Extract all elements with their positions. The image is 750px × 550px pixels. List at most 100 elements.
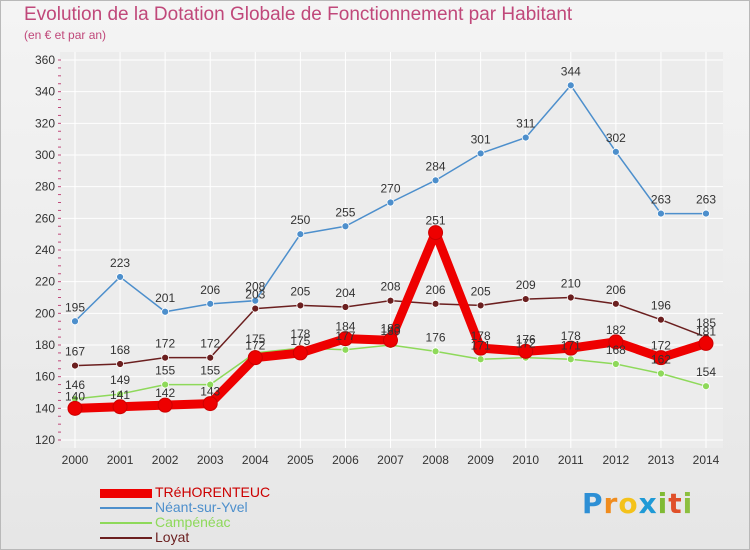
data-label: 171 xyxy=(561,338,581,352)
data-point xyxy=(161,307,170,316)
x-tick-label: 2004 xyxy=(242,453,269,467)
data-label: 210 xyxy=(561,277,581,291)
data-point xyxy=(657,315,665,324)
data-label: 175 xyxy=(245,332,265,346)
data-label: 176 xyxy=(516,332,536,346)
x-tick-label: 2008 xyxy=(422,453,449,467)
x-tick-label: 2012 xyxy=(603,453,630,467)
data-label: 206 xyxy=(606,283,626,297)
data-label: 250 xyxy=(290,213,310,227)
x-tick-label: 2013 xyxy=(648,453,675,467)
data-point xyxy=(702,382,710,391)
data-point xyxy=(337,331,353,347)
data-point xyxy=(202,396,218,412)
data-point xyxy=(657,369,665,378)
legend-swatch xyxy=(100,507,152,509)
data-point xyxy=(206,299,215,308)
data-label: 251 xyxy=(426,214,446,228)
data-point xyxy=(386,198,395,207)
legend-swatch xyxy=(100,488,152,498)
data-point xyxy=(431,299,440,308)
x-tick-label: 2006 xyxy=(332,453,359,467)
data-point xyxy=(161,380,170,389)
data-point xyxy=(112,399,128,415)
data-label: 140 xyxy=(65,389,85,403)
data-point xyxy=(611,360,620,368)
data-label: 302 xyxy=(606,131,626,145)
x-tick-label: 2002 xyxy=(152,453,179,467)
data-label: 155 xyxy=(155,364,175,378)
y-tick-label: 260 xyxy=(35,211,55,225)
data-point xyxy=(653,350,669,366)
data-point xyxy=(657,209,665,218)
data-point xyxy=(473,340,489,356)
data-point xyxy=(247,350,263,366)
data-point xyxy=(698,335,714,351)
data-point xyxy=(476,149,485,158)
x-tick-label: 2010 xyxy=(512,453,539,467)
data-label: 206 xyxy=(200,283,220,297)
data-label: 155 xyxy=(200,364,220,378)
legend-swatch xyxy=(100,537,152,539)
data-label: 162 xyxy=(651,353,671,367)
x-tick-label: 2005 xyxy=(287,453,314,467)
data-label: 284 xyxy=(426,159,446,173)
y-tick-label: 200 xyxy=(35,306,55,320)
data-point xyxy=(161,353,170,362)
data-label: 143 xyxy=(200,385,220,399)
data-point xyxy=(296,230,305,239)
data-label: 208 xyxy=(380,280,400,294)
data-label: 203 xyxy=(245,288,265,302)
data-point xyxy=(71,317,79,326)
data-label: 263 xyxy=(651,193,671,207)
data-label: 172 xyxy=(200,337,220,351)
data-point xyxy=(296,301,305,310)
x-tick-label: 2007 xyxy=(377,453,404,467)
data-point xyxy=(71,361,79,370)
data-label: 172 xyxy=(155,337,175,351)
data-point xyxy=(251,296,260,305)
data-label: 167 xyxy=(65,345,85,359)
data-label: 146 xyxy=(65,378,85,392)
data-label: 263 xyxy=(696,193,716,207)
x-tick-label: 2000 xyxy=(62,453,89,467)
data-point xyxy=(251,304,260,313)
data-point xyxy=(116,360,124,368)
chart-title: Evolution de la Dotation Globale de Fonc… xyxy=(24,4,573,25)
legend-label: Loyat xyxy=(155,529,190,545)
x-tick-label: 2003 xyxy=(197,453,224,467)
data-label: 183 xyxy=(380,321,400,335)
data-point xyxy=(206,380,215,389)
proxiti-logo: Proxiti xyxy=(582,487,694,520)
data-label: 223 xyxy=(110,256,130,270)
chart-subtitle: (en € et par an) xyxy=(24,28,107,42)
data-point xyxy=(116,390,124,398)
y-tick-label: 140 xyxy=(35,401,55,415)
data-label: 196 xyxy=(651,299,671,313)
y-tick-label: 160 xyxy=(35,370,55,384)
data-label: 154 xyxy=(696,365,716,379)
data-label: 209 xyxy=(516,278,536,292)
data-label: 184 xyxy=(335,320,355,334)
data-point xyxy=(566,293,575,302)
data-point xyxy=(566,81,575,90)
data-label: 201 xyxy=(155,291,175,305)
data-point xyxy=(341,345,350,354)
data-label: 168 xyxy=(110,343,130,357)
data-point xyxy=(611,299,620,308)
data-label: 180 xyxy=(380,324,400,338)
y-tick-label: 340 xyxy=(35,85,55,99)
data-label: 208 xyxy=(245,280,265,294)
data-point xyxy=(521,295,530,303)
data-label: 142 xyxy=(155,386,175,400)
data-label: 206 xyxy=(426,283,446,297)
x-tick-label: 2001 xyxy=(107,453,134,467)
data-point xyxy=(341,222,350,231)
data-point xyxy=(116,273,124,281)
data-label: 255 xyxy=(335,205,355,219)
data-point xyxy=(206,353,215,362)
data-label: 270 xyxy=(380,182,400,196)
data-label: 205 xyxy=(471,284,491,298)
data-point xyxy=(431,176,440,185)
legend-label: Néant-sur-Yvel xyxy=(155,499,248,515)
